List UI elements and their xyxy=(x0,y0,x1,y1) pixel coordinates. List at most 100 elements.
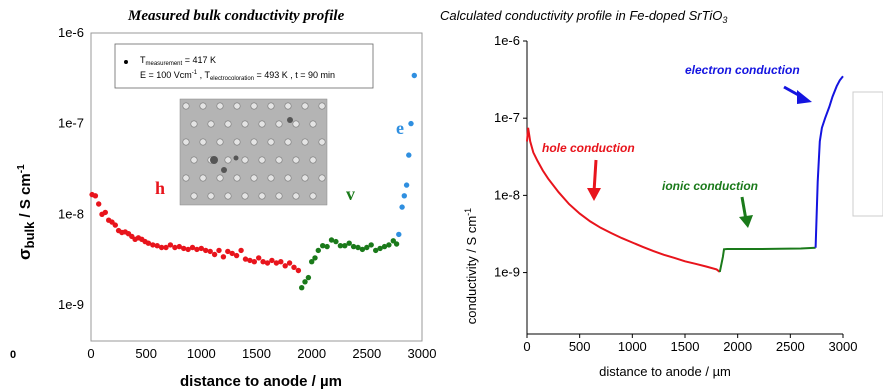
data-point xyxy=(408,120,414,127)
data-point xyxy=(251,259,257,265)
right-x-tick-label: 500 xyxy=(569,339,591,354)
data-point xyxy=(399,204,405,210)
annotation-ionic-conduction: ionic conduction xyxy=(662,179,758,193)
series-line xyxy=(814,75,844,248)
data-point xyxy=(256,255,262,261)
right-x-tick-label: 0 xyxy=(523,339,530,354)
right-edge-box xyxy=(852,91,883,217)
data-point xyxy=(167,242,174,248)
left-y-tick-label: 1e-6 xyxy=(58,25,84,40)
data-point xyxy=(393,241,400,247)
electron-arrow xyxy=(783,85,812,104)
data-point xyxy=(181,245,187,252)
right-y-tick-label: 1e-8 xyxy=(494,187,520,202)
data-point xyxy=(355,244,361,251)
annotation-hole-conduction: hole conduction xyxy=(542,141,635,155)
left-y-tick-label: 1e-8 xyxy=(58,206,84,221)
left-y-tick-label: 1e-7 xyxy=(58,116,84,131)
right-x-tick-label: 1000 xyxy=(618,339,647,354)
data-point xyxy=(396,231,402,238)
data-point xyxy=(377,245,383,252)
calculated-conductivity-chart: Calculated conductivity profile in Fe-do… xyxy=(440,8,883,379)
measured-conductivity-chart: Measured bulk conductivity profile Tmeas… xyxy=(10,8,436,390)
left-x-tick-label: 500 xyxy=(135,346,157,361)
data-point xyxy=(158,244,165,251)
data-point xyxy=(220,254,227,260)
data-point xyxy=(198,245,204,252)
data-point xyxy=(305,274,312,281)
data-point xyxy=(406,152,412,158)
data-point xyxy=(154,243,160,249)
data-point xyxy=(185,246,191,253)
data-point xyxy=(386,242,392,248)
left-chart-title: Measured bulk conductivity profile xyxy=(127,8,345,24)
right-chart-title: Calculated conductivity profile in Fe-do… xyxy=(440,8,727,25)
data-point xyxy=(324,243,330,250)
data-point xyxy=(145,240,152,246)
right-x-axis-label: distance to anode / µm xyxy=(599,364,731,379)
left-axis-ticks: 0 500 1000 1500 2000 2500 3000 1e-9 1e-8 1e-7 1e-6 xyxy=(58,25,436,361)
data-point xyxy=(233,252,240,259)
right-series-lines xyxy=(526,75,844,273)
data-point xyxy=(278,259,284,265)
data-point xyxy=(216,247,222,254)
left-x-tick-label: 2000 xyxy=(297,346,326,361)
data-point xyxy=(282,263,288,269)
annotation-v: v xyxy=(346,184,355,204)
left-y-axis-label: σbulk / S cm-1 xyxy=(15,164,37,260)
right-x-tick-label: 2000 xyxy=(723,339,752,354)
data-point xyxy=(381,243,388,250)
data-point xyxy=(203,247,209,254)
micrograph-image xyxy=(179,98,328,206)
data-point xyxy=(172,244,178,251)
data-point xyxy=(368,242,374,248)
data-point xyxy=(401,193,407,199)
data-point xyxy=(96,201,102,207)
series-line xyxy=(718,246,816,273)
data-point xyxy=(403,182,410,188)
data-point xyxy=(295,267,302,274)
data-point xyxy=(163,244,169,251)
ionic-arrow xyxy=(739,196,753,228)
data-point xyxy=(247,257,253,264)
data-point xyxy=(333,238,339,245)
data-point xyxy=(312,255,318,261)
data-point xyxy=(315,247,321,254)
left-data-points xyxy=(89,72,417,291)
data-point xyxy=(269,257,275,264)
annotation-e: e xyxy=(396,118,404,138)
data-point xyxy=(411,72,417,79)
annotation-h: h xyxy=(155,178,165,198)
left-y-tick-label: 1e-9 xyxy=(58,297,84,312)
data-point xyxy=(320,243,326,249)
right-x-tick-label: 3000 xyxy=(829,339,858,354)
data-point xyxy=(291,264,297,270)
data-point xyxy=(194,246,200,253)
right-y-tick-label: 1e-9 xyxy=(494,265,520,280)
left-legend: Tmeasurement = 417 K E = 100 Vcm-1 , Tel… xyxy=(114,43,374,89)
data-point xyxy=(342,243,348,249)
data-point xyxy=(102,209,109,216)
annotation-electron-conduction: electron conduction xyxy=(685,63,800,77)
data-point xyxy=(92,193,99,199)
hole-arrow xyxy=(587,159,601,201)
right-y-tick-label: 1e-6 xyxy=(494,33,520,48)
left-x-tick-label: 2500 xyxy=(352,346,381,361)
right-x-tick-label: 1500 xyxy=(671,339,700,354)
right-y-axis-label: conductivity / S cm-1 xyxy=(463,208,479,324)
data-point xyxy=(229,250,235,257)
data-point xyxy=(176,243,182,250)
right-y-tick-label: 1e-7 xyxy=(494,110,520,125)
legend-line-2: E = 100 Vcm-1 , Telectrocoloration = 493… xyxy=(140,70,335,82)
data-point xyxy=(286,260,293,266)
left-x-tick-label: 3000 xyxy=(408,346,437,361)
data-point xyxy=(328,237,335,243)
data-point xyxy=(350,243,357,250)
left-x-axis-label: distance to anode / µm xyxy=(180,373,342,390)
data-point xyxy=(299,285,305,291)
data-point xyxy=(211,251,218,258)
left-x-tick-label: 1500 xyxy=(242,346,271,361)
data-point xyxy=(112,222,119,228)
series-line xyxy=(526,127,721,273)
